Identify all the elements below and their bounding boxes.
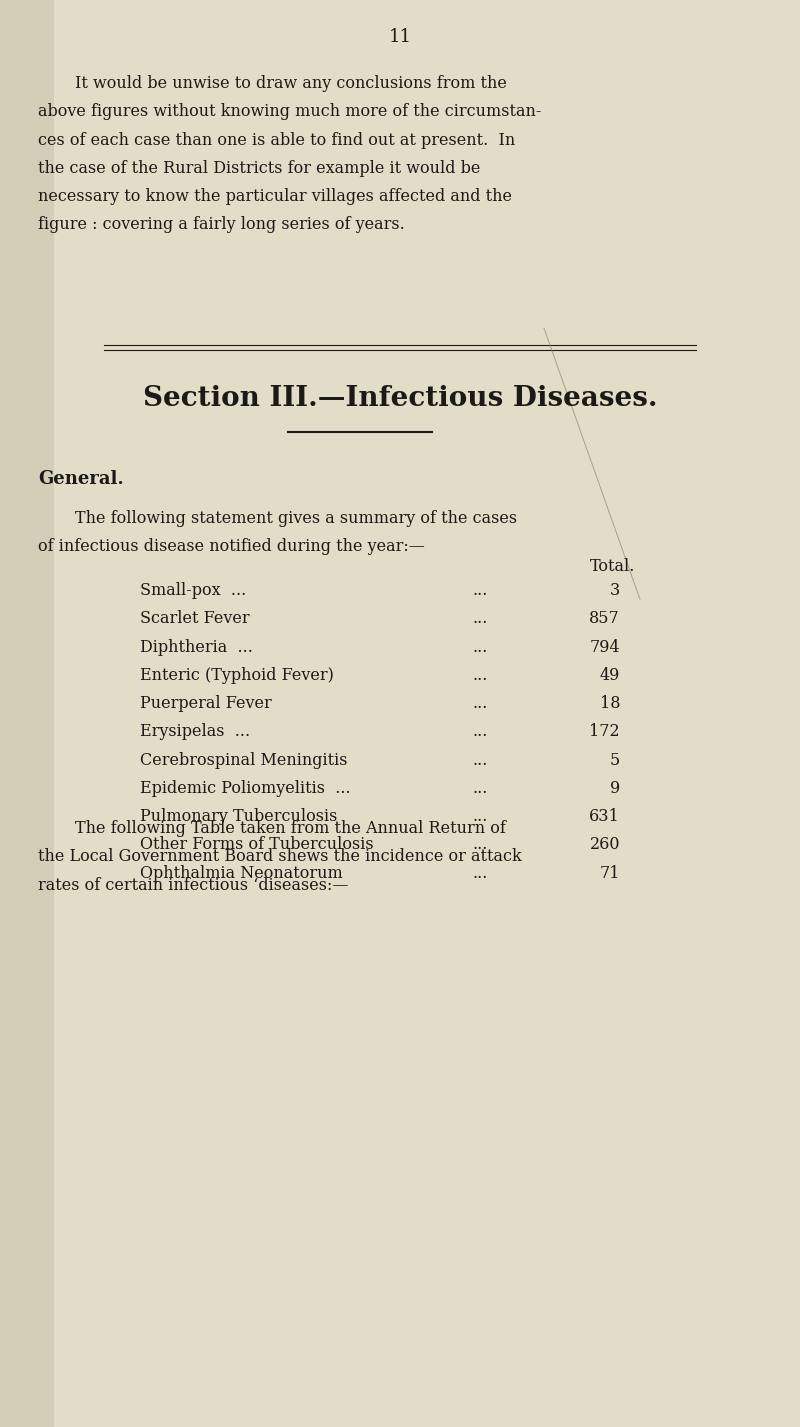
- Text: 794: 794: [590, 638, 620, 655]
- Text: Ophthalmia Neonatorum: Ophthalmia Neonatorum: [140, 865, 342, 882]
- Text: Other Forms of Tuberculosis: Other Forms of Tuberculosis: [140, 836, 374, 853]
- Text: It would be unwise to draw any conclusions from the: It would be unwise to draw any conclusio…: [75, 76, 507, 91]
- Text: ...: ...: [472, 695, 488, 712]
- Text: 9: 9: [610, 779, 620, 796]
- Text: 5: 5: [610, 752, 620, 769]
- Text: Erysipelas  ...: Erysipelas ...: [140, 723, 250, 741]
- Text: figure : covering a fairly long series of years.: figure : covering a fairly long series o…: [38, 217, 405, 233]
- Text: above figures without knowing much more of the circumstan-: above figures without knowing much more …: [38, 103, 542, 120]
- Text: the case of the Rural Districts for example it would be: the case of the Rural Districts for exam…: [38, 160, 480, 177]
- Text: necessary to know the particular villages affected and the: necessary to know the particular village…: [38, 188, 512, 205]
- Text: 3: 3: [610, 582, 620, 599]
- Text: Diphtheria  ...: Diphtheria ...: [140, 638, 253, 655]
- Text: 49: 49: [600, 666, 620, 684]
- Text: Pulmonary Tuberculosis: Pulmonary Tuberculosis: [140, 808, 338, 825]
- Text: 18: 18: [599, 695, 620, 712]
- Text: Puerperal Fever: Puerperal Fever: [140, 695, 272, 712]
- Text: ...: ...: [472, 723, 488, 741]
- Text: Total.: Total.: [590, 558, 635, 575]
- Text: ...: ...: [472, 836, 488, 853]
- Text: The following statement gives a summary of the cases: The following statement gives a summary …: [75, 509, 517, 527]
- Text: Enteric (Typhoid Fever): Enteric (Typhoid Fever): [140, 666, 334, 684]
- Text: ...: ...: [472, 611, 488, 628]
- Text: 11: 11: [389, 29, 411, 46]
- Text: the Local Government Board shews the incidence or attack: the Local Government Board shews the inc…: [38, 848, 522, 865]
- Text: of infectious disease notified during the year:—: of infectious disease notified during th…: [38, 538, 425, 555]
- Bar: [0, 0, 54, 1427]
- Text: ...: ...: [472, 779, 488, 796]
- Text: General.: General.: [38, 469, 124, 488]
- Text: 260: 260: [590, 836, 620, 853]
- Text: ...: ...: [472, 808, 488, 825]
- Text: rates of certain infectious ‘diseases:—: rates of certain infectious ‘diseases:—: [38, 876, 349, 893]
- Text: ...: ...: [472, 666, 488, 684]
- Text: Section III.—Infectious Diseases.: Section III.—Infectious Diseases.: [142, 385, 658, 412]
- Text: Small-pox  ...: Small-pox ...: [140, 582, 246, 599]
- Text: The following Table taken from the Annual Return of: The following Table taken from the Annua…: [75, 821, 506, 838]
- Text: ces of each case than one is able to find out at present.  In: ces of each case than one is able to fin…: [38, 131, 515, 148]
- Text: ...: ...: [472, 865, 488, 882]
- Text: Scarlet Fever: Scarlet Fever: [140, 611, 250, 628]
- Text: Epidemic Poliomyelitis  ...: Epidemic Poliomyelitis ...: [140, 779, 350, 796]
- Text: ...: ...: [472, 638, 488, 655]
- Text: 631: 631: [590, 808, 620, 825]
- Text: 172: 172: [590, 723, 620, 741]
- Text: ...: ...: [472, 582, 488, 599]
- Text: 857: 857: [590, 611, 620, 628]
- Text: 71: 71: [599, 865, 620, 882]
- Text: Cerebrospinal Meningitis: Cerebrospinal Meningitis: [140, 752, 347, 769]
- Text: ...: ...: [472, 752, 488, 769]
